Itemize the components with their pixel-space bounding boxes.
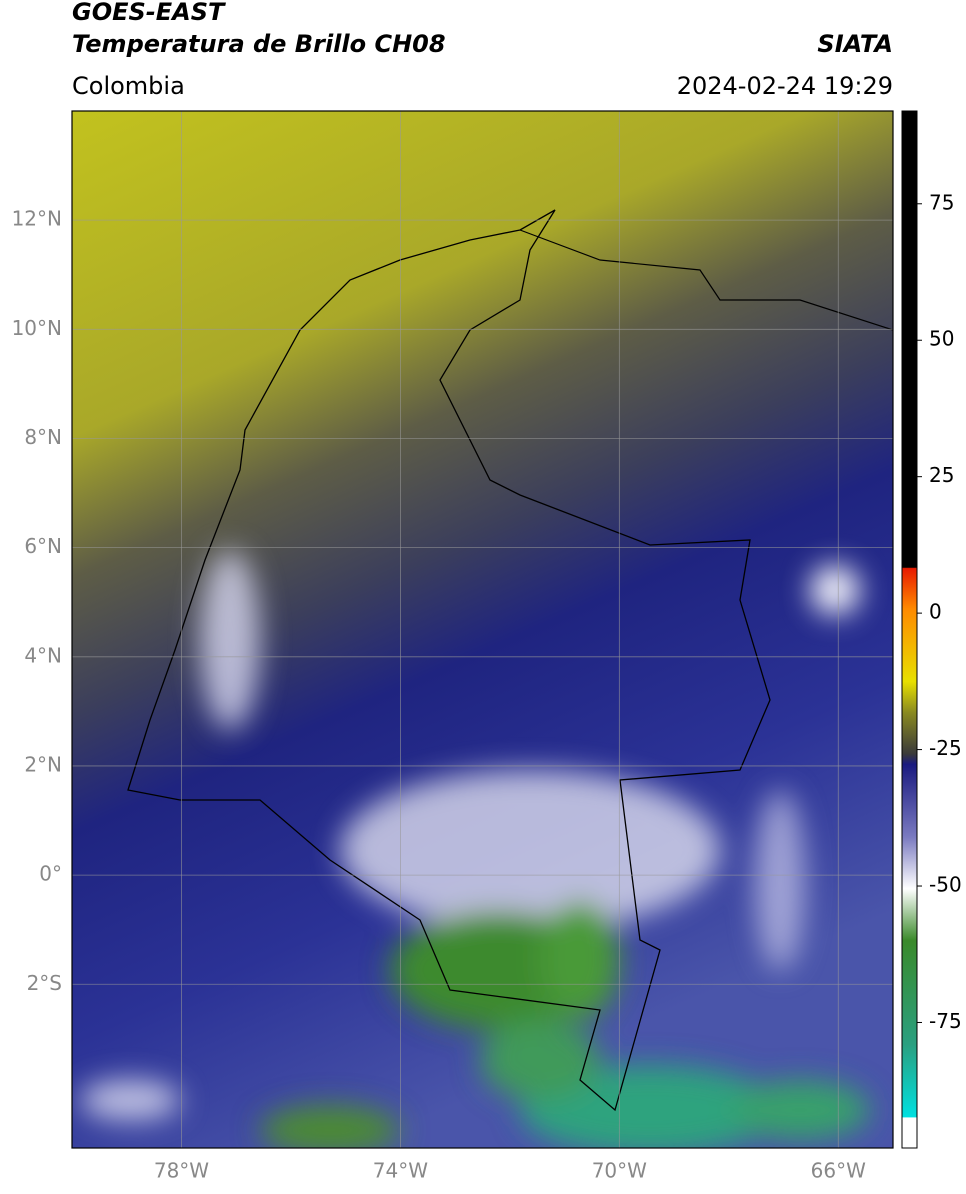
- colorbar: [901, 110, 918, 1149]
- imagery: [72, 111, 893, 1148]
- title: GOES-EAST: [72, 0, 226, 26]
- source: SIATA: [817, 30, 893, 58]
- colorbar-tick-label: 0: [929, 600, 942, 624]
- y-tick-label: 6°N: [24, 534, 62, 558]
- clouds: [80, 550, 870, 1148]
- datetime: 2024-02-24 19:29: [677, 72, 893, 100]
- colorbar-tick-label: 50: [929, 327, 954, 351]
- grid: [72, 111, 893, 1148]
- y-tick-label: 4°N: [24, 643, 62, 667]
- y-tick-label: 2°S: [27, 971, 62, 995]
- x-tick-label: 70°W: [592, 1159, 647, 1183]
- region: Colombia: [72, 72, 185, 100]
- y-tick-label: 0°: [39, 862, 62, 886]
- colorbar-tick-label: 25: [929, 463, 954, 487]
- y-tick-label: 2°N: [24, 752, 62, 776]
- x-tick-label: 74°W: [373, 1159, 428, 1183]
- colorbar-tick-label: -25: [929, 736, 962, 760]
- coastline: [519, 229, 893, 331]
- colorbar-tick-label: 75: [929, 190, 954, 214]
- y-tick-label: 10°N: [12, 316, 62, 340]
- y-tick-label: 12°N: [12, 207, 62, 231]
- x-tick-label: 66°W: [811, 1159, 866, 1183]
- map-frame: [71, 110, 894, 1149]
- y-tick-label: 8°N: [24, 425, 62, 449]
- colorbar-tick-label: -75: [929, 1009, 962, 1033]
- colorbar-tick-label: -50: [929, 873, 962, 897]
- x-tick-label: 78°W: [154, 1159, 209, 1183]
- country-outline: [127, 209, 771, 1112]
- subtitle: Temperatura de Brillo CH08: [72, 30, 446, 58]
